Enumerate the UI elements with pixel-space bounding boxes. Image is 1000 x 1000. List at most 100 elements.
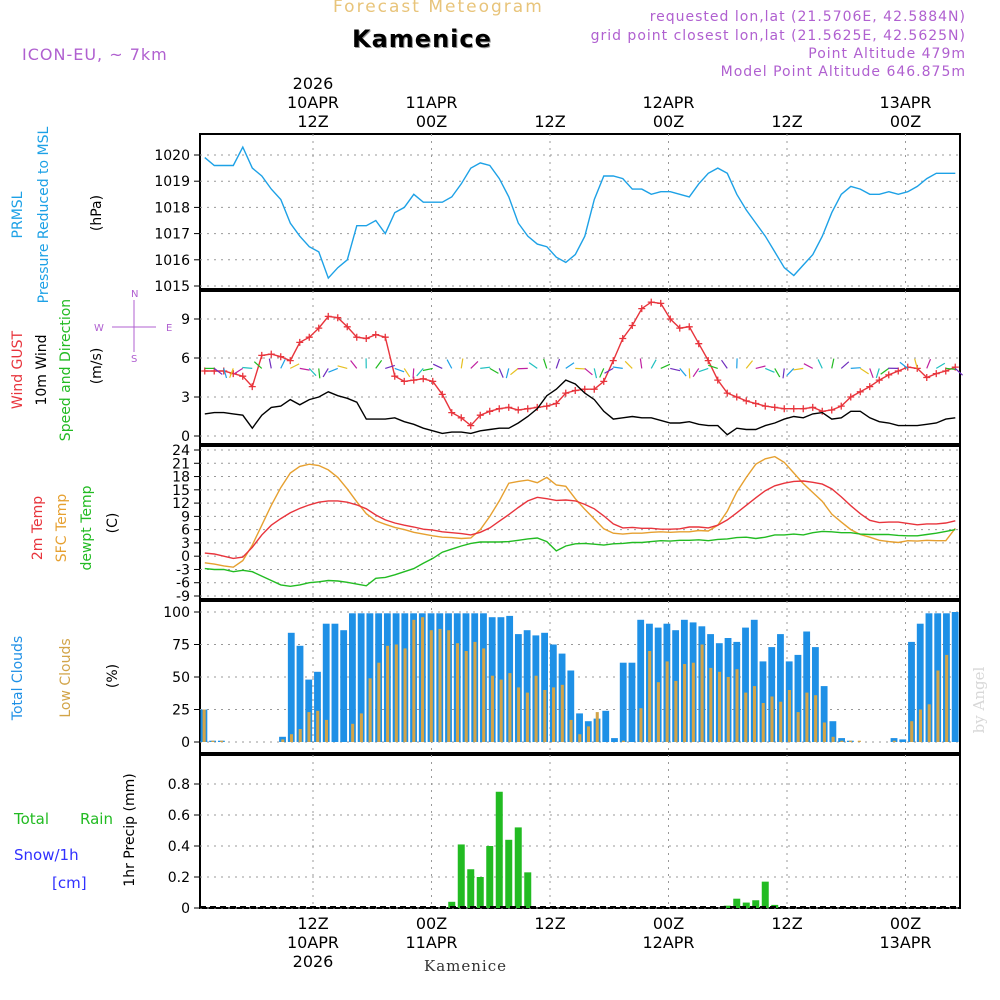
gust-mark [533, 403, 541, 411]
y-tick-label: 0 [181, 901, 190, 917]
time-label-top: 12APR [642, 93, 694, 112]
wind-arrow [337, 365, 348, 369]
gust-mark [324, 312, 332, 320]
wind-arrow [289, 363, 300, 369]
gust-mark [894, 367, 902, 375]
location-title: Kamenice [352, 25, 492, 53]
gust-mark [571, 387, 579, 394]
wind-arrow [880, 367, 890, 375]
time-label-top: 13APR [879, 93, 931, 112]
low-cloud-bar [779, 701, 783, 742]
total-cloud-bar [349, 613, 356, 742]
gust-mark [685, 323, 693, 331]
time-label-top: 00Z [416, 112, 447, 131]
total-cloud-bar [742, 627, 749, 742]
temp-ylabel: (C) [105, 513, 121, 534]
cloud-legend-low: Low Clouds [58, 638, 74, 717]
gust-mark [809, 403, 817, 411]
total-cloud-bar [331, 623, 339, 742]
rain-bar [457, 844, 465, 908]
low-cloud-bar [359, 713, 363, 742]
gust-mark [267, 350, 275, 358]
wind-arrow [650, 359, 657, 369]
y-tick-label: 0.8 [168, 777, 190, 793]
total-cloud-bar [768, 647, 776, 742]
wind-arrow [253, 361, 263, 369]
gust-mark [400, 377, 408, 385]
time-label-bottom: 11APR [405, 933, 457, 952]
rain-bar [742, 902, 750, 908]
wind-arrow [793, 367, 804, 371]
wind-arrow [679, 368, 687, 377]
low-cloud-bar [822, 722, 826, 742]
gust-legend: Wind GUST [10, 330, 26, 409]
total-cloud-bar [829, 721, 837, 742]
gust-mark [733, 393, 741, 401]
gust-mark [372, 331, 380, 339]
wind-arrow [670, 367, 681, 372]
point-altitude: Point Altitude 479m [808, 46, 966, 62]
time-label-bottom: 12APR [642, 933, 694, 952]
wind-arrow [782, 368, 785, 379]
wind-arrow [308, 367, 317, 377]
gust-mark [524, 405, 532, 413]
gust-mark [448, 409, 456, 417]
gust-mark [885, 371, 893, 379]
wind-arrow [935, 362, 946, 369]
gust-mark [381, 333, 389, 341]
total-cloud-bar [314, 671, 321, 742]
grid-coords: grid point closest lon,lat (21.5625E, 42… [590, 28, 966, 44]
footer-location: Kamenice [424, 957, 507, 975]
low-cloud-bar [324, 719, 328, 742]
wind-arrow [375, 359, 383, 369]
y-tick-label: 0 [181, 735, 190, 751]
low-cloud-bar [814, 695, 818, 742]
requested-coords: requested lon,lat (21.5706E, 42.5884N) [649, 9, 966, 25]
low-cloud-bar [840, 740, 844, 742]
gust-mark [239, 372, 247, 380]
wind-arrow [575, 367, 586, 370]
wind-arrow [510, 367, 519, 376]
gust-mark [666, 315, 674, 323]
rain-bar [486, 846, 494, 908]
wind-arrow [914, 358, 918, 369]
total-cloud-bar [908, 641, 915, 742]
gust-mark [638, 305, 646, 313]
gust-mark [657, 299, 665, 307]
total-cloud-bar [322, 623, 330, 742]
pressure-ylabel: (hPa) [89, 195, 105, 231]
wind-legend: 10m Wind [34, 334, 50, 405]
low-cloud-bar [281, 739, 285, 742]
gust-mark [875, 376, 883, 384]
wind-arrow [786, 367, 795, 377]
rain-bar [505, 839, 513, 908]
total-cloud-bar [820, 686, 828, 742]
gust-mark [799, 405, 807, 413]
panels: 1015101610171018101910200369-9-6-3036912… [154, 74, 963, 971]
wind-arrow [318, 368, 321, 379]
wind-arrow [721, 359, 728, 369]
time-label-bottom: 12Z [534, 914, 565, 933]
time-label-bottom: 12Z [771, 914, 802, 933]
low-cloud-bar [735, 669, 739, 742]
low-cloud-bar [202, 709, 206, 742]
gust-mark [552, 400, 560, 407]
compass-e: E [166, 323, 172, 334]
gust-mark [628, 322, 636, 329]
temp-legend-2m: 2m Temp [30, 496, 46, 560]
low-cloud-bar [726, 677, 730, 742]
gust-mark [410, 376, 418, 384]
low-cloud-bar [595, 712, 599, 742]
low-cloud-bar [752, 686, 757, 742]
rain-bar [476, 877, 484, 908]
cloud-ylabel: (%) [105, 664, 121, 688]
gust-mark [258, 351, 266, 359]
low-cloud-bar [421, 617, 425, 742]
total-cloud-bar [890, 738, 898, 742]
time-label-top: 00Z [890, 112, 921, 131]
precip-ylabel: 1hr Precip (mm) [122, 773, 138, 886]
low-cloud-bar [525, 692, 529, 742]
gust-mark [495, 405, 503, 413]
low-cloud-bar [691, 662, 695, 742]
